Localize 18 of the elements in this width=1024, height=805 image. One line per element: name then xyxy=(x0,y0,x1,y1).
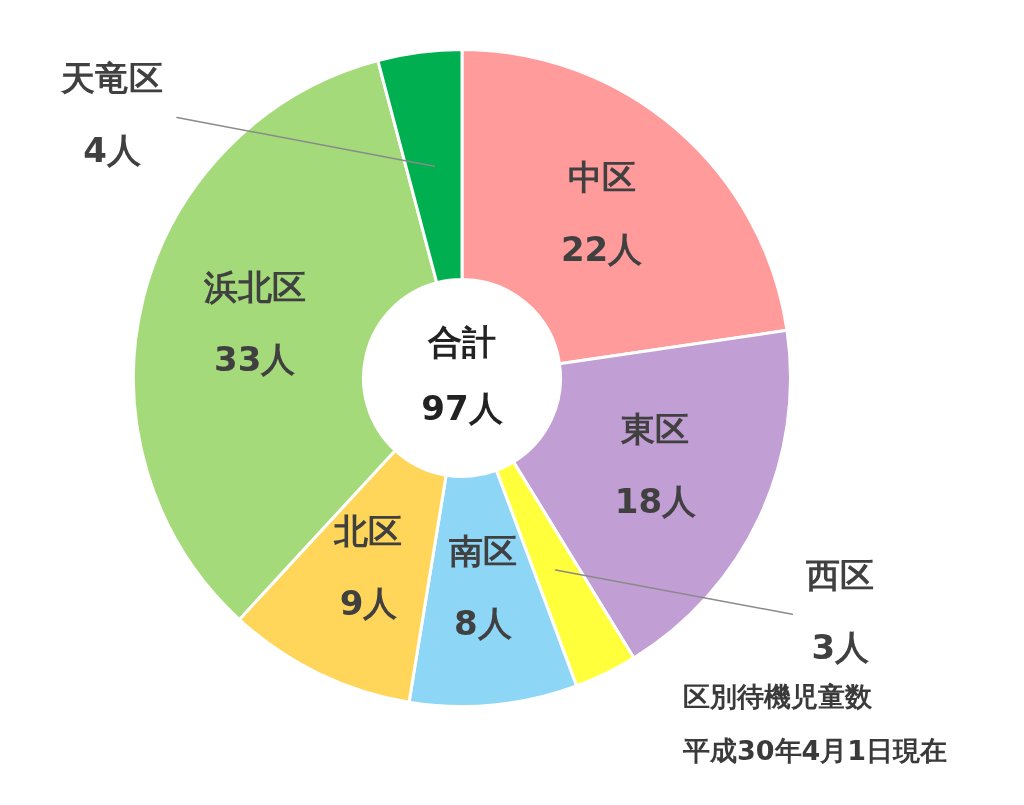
text: 97人 xyxy=(421,387,504,428)
data-label: 8人 xyxy=(453,603,513,644)
data-label: 9人 xyxy=(339,582,399,623)
text: 合計 xyxy=(427,321,496,362)
slice-label: 北区 xyxy=(333,510,403,551)
text: 区別待機児童数 xyxy=(683,681,872,712)
slice-label: 西区 xyxy=(805,555,875,596)
data-label: 3人 xyxy=(811,627,871,668)
slice-label: 南区 xyxy=(448,531,517,572)
data-label: 22人 xyxy=(560,229,644,270)
slice-label: 浜北区 xyxy=(202,267,306,308)
data-label: 18人 xyxy=(614,481,698,522)
slice-label: 天竜区 xyxy=(60,58,163,99)
data-label: 33人 xyxy=(214,339,297,380)
data-label: 4人 xyxy=(83,130,142,171)
slice-label: 中区 xyxy=(567,157,636,198)
text: 平成30年4月1日現在 xyxy=(683,735,948,766)
slice-label: 東区 xyxy=(620,409,690,450)
